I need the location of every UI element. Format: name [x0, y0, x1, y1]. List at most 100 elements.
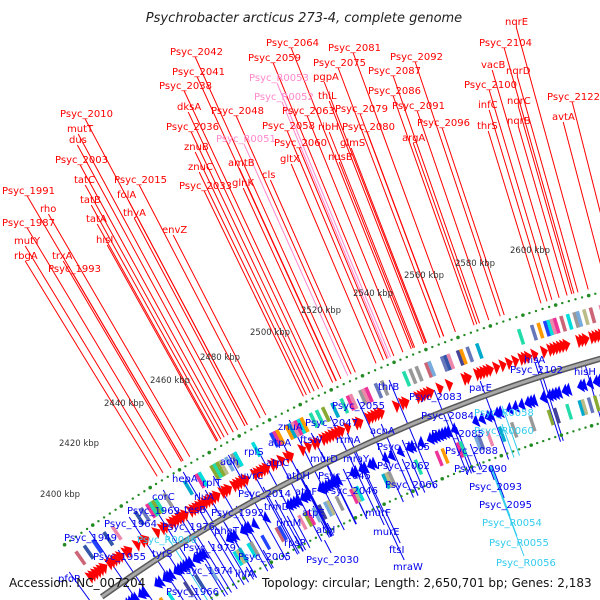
tick-dot — [196, 458, 199, 461]
tick-dot — [566, 432, 569, 435]
reverse-cog-box — [322, 501, 334, 517]
reverse-gene-label: Psyc_1979 — [183, 543, 236, 554]
reverse-gene-label: murD — [310, 454, 338, 465]
reverse-gene-arrow — [487, 408, 496, 422]
forward-gene-arrow — [578, 333, 587, 348]
tick-dot — [443, 340, 447, 344]
forward-gene-label: Psyc_1987 — [2, 218, 55, 229]
tick-dot — [572, 430, 575, 433]
reverse-gene-arrow — [387, 448, 397, 462]
reverse-cog-box — [552, 407, 561, 424]
reverse-gene-arrow — [231, 528, 241, 541]
forward-gene-arrow — [546, 343, 555, 357]
forward-gene-label: envZ — [162, 225, 187, 236]
tick-dot — [578, 428, 581, 431]
reverse-cog-box — [305, 509, 317, 526]
leader-line — [235, 115, 352, 375]
tick-label: 2520 kbp — [301, 306, 341, 316]
reverse-gene-arrow — [539, 390, 548, 404]
reverse-gene-label: Psyc_2083 — [409, 392, 462, 403]
reverse-cog-box — [384, 471, 394, 488]
tick-dot — [424, 347, 428, 352]
tick-dot — [137, 493, 140, 497]
tick-dot — [429, 482, 432, 485]
forward-cog-box — [373, 382, 384, 399]
forward-gene-label: Psyc_2075 — [313, 58, 366, 69]
leader-line — [352, 52, 456, 333]
leader-line — [488, 466, 495, 481]
reverse-gene-label: rrmA — [336, 435, 361, 446]
tick-dot — [386, 363, 389, 367]
forward-gene-label: thyA — [123, 208, 146, 219]
tick-dot — [388, 500, 392, 503]
reverse-cog-box — [334, 495, 345, 512]
reverse-cog-box — [193, 574, 206, 590]
forward-cog-box — [559, 315, 568, 332]
forward-cog-box — [364, 386, 374, 403]
reverse-cog-box — [413, 459, 424, 476]
reverse-gene-label: Psyc_R0054 — [482, 518, 542, 529]
leader-line — [353, 451, 383, 512]
tick-dot — [528, 311, 531, 315]
leader-line — [194, 56, 342, 379]
forward-gene-label: vacB — [481, 60, 506, 71]
forward-cog-box — [147, 501, 160, 517]
tick-dot — [166, 475, 169, 479]
tick-dot — [184, 465, 187, 468]
tick-dot — [502, 320, 505, 323]
forward-gene-arrow — [517, 352, 526, 367]
reverse-gene-label: Psyc_R0055 — [489, 538, 549, 549]
leader-line — [194, 151, 311, 394]
tick-dot — [423, 484, 426, 488]
tick-dot — [464, 468, 467, 471]
forward-cog-box — [565, 313, 574, 330]
leader-line — [491, 465, 505, 499]
forward-gene-arrow — [211, 490, 221, 503]
forward-gene-label: pgpA — [313, 72, 339, 83]
forward-gene-arrow — [276, 454, 286, 468]
forward-gene-label: glmS — [340, 138, 365, 149]
leader-line — [441, 127, 505, 316]
forward-cog-box — [348, 393, 359, 410]
forward-cog-box — [268, 432, 280, 448]
reverse-cog-box — [528, 415, 537, 432]
forward-gene-arrow — [98, 562, 108, 575]
forward-gene-label: Psyc_2081 — [328, 43, 381, 54]
leader-line — [516, 75, 579, 293]
leader-line — [286, 130, 384, 361]
reverse-cog-box — [182, 581, 195, 597]
tick-dot — [355, 377, 358, 380]
leader-line — [117, 549, 153, 600]
reverse-gene-arrow — [381, 451, 391, 464]
reverse-gene-arrow — [245, 520, 255, 533]
reverse-gene-label: Psyc_1955 — [93, 552, 146, 563]
reverse-gene-label: Psyc_1974 — [180, 566, 233, 577]
forward-cog-box — [162, 492, 174, 508]
forward-gene-arrow — [400, 396, 410, 410]
tick-dot — [314, 536, 318, 540]
forward-gene-label: gltX — [280, 154, 300, 165]
leader-line — [190, 584, 202, 600]
reverse-gene-arrow — [352, 464, 362, 478]
reverse-gene-label: Psyc_R0060 — [474, 426, 534, 437]
reverse-gene-label: tyrS — [152, 549, 172, 560]
leader-line — [298, 147, 388, 359]
tick-dot — [476, 463, 479, 466]
forward-cog-box — [284, 424, 295, 441]
forward-gene-arrow — [482, 364, 491, 378]
reverse-gene-label: Psyc_2046 — [325, 486, 378, 497]
tick-dot — [281, 554, 284, 558]
leader-line — [388, 379, 436, 489]
tick-label: 2560 kbp — [404, 271, 444, 281]
forward-cog-box — [314, 409, 325, 426]
reverse-gene-arrow — [564, 382, 573, 397]
leader-line — [106, 244, 218, 442]
leader-line — [183, 90, 324, 388]
forward-cog-box — [229, 452, 241, 469]
leader-line — [245, 566, 254, 580]
reverse-cog-box — [232, 550, 244, 567]
forward-gene-arrow — [159, 521, 169, 534]
forward-gene-label: Psyc_1993 — [48, 264, 101, 275]
forward-gene-arrow — [510, 354, 520, 369]
forward-cog-box — [212, 462, 224, 479]
